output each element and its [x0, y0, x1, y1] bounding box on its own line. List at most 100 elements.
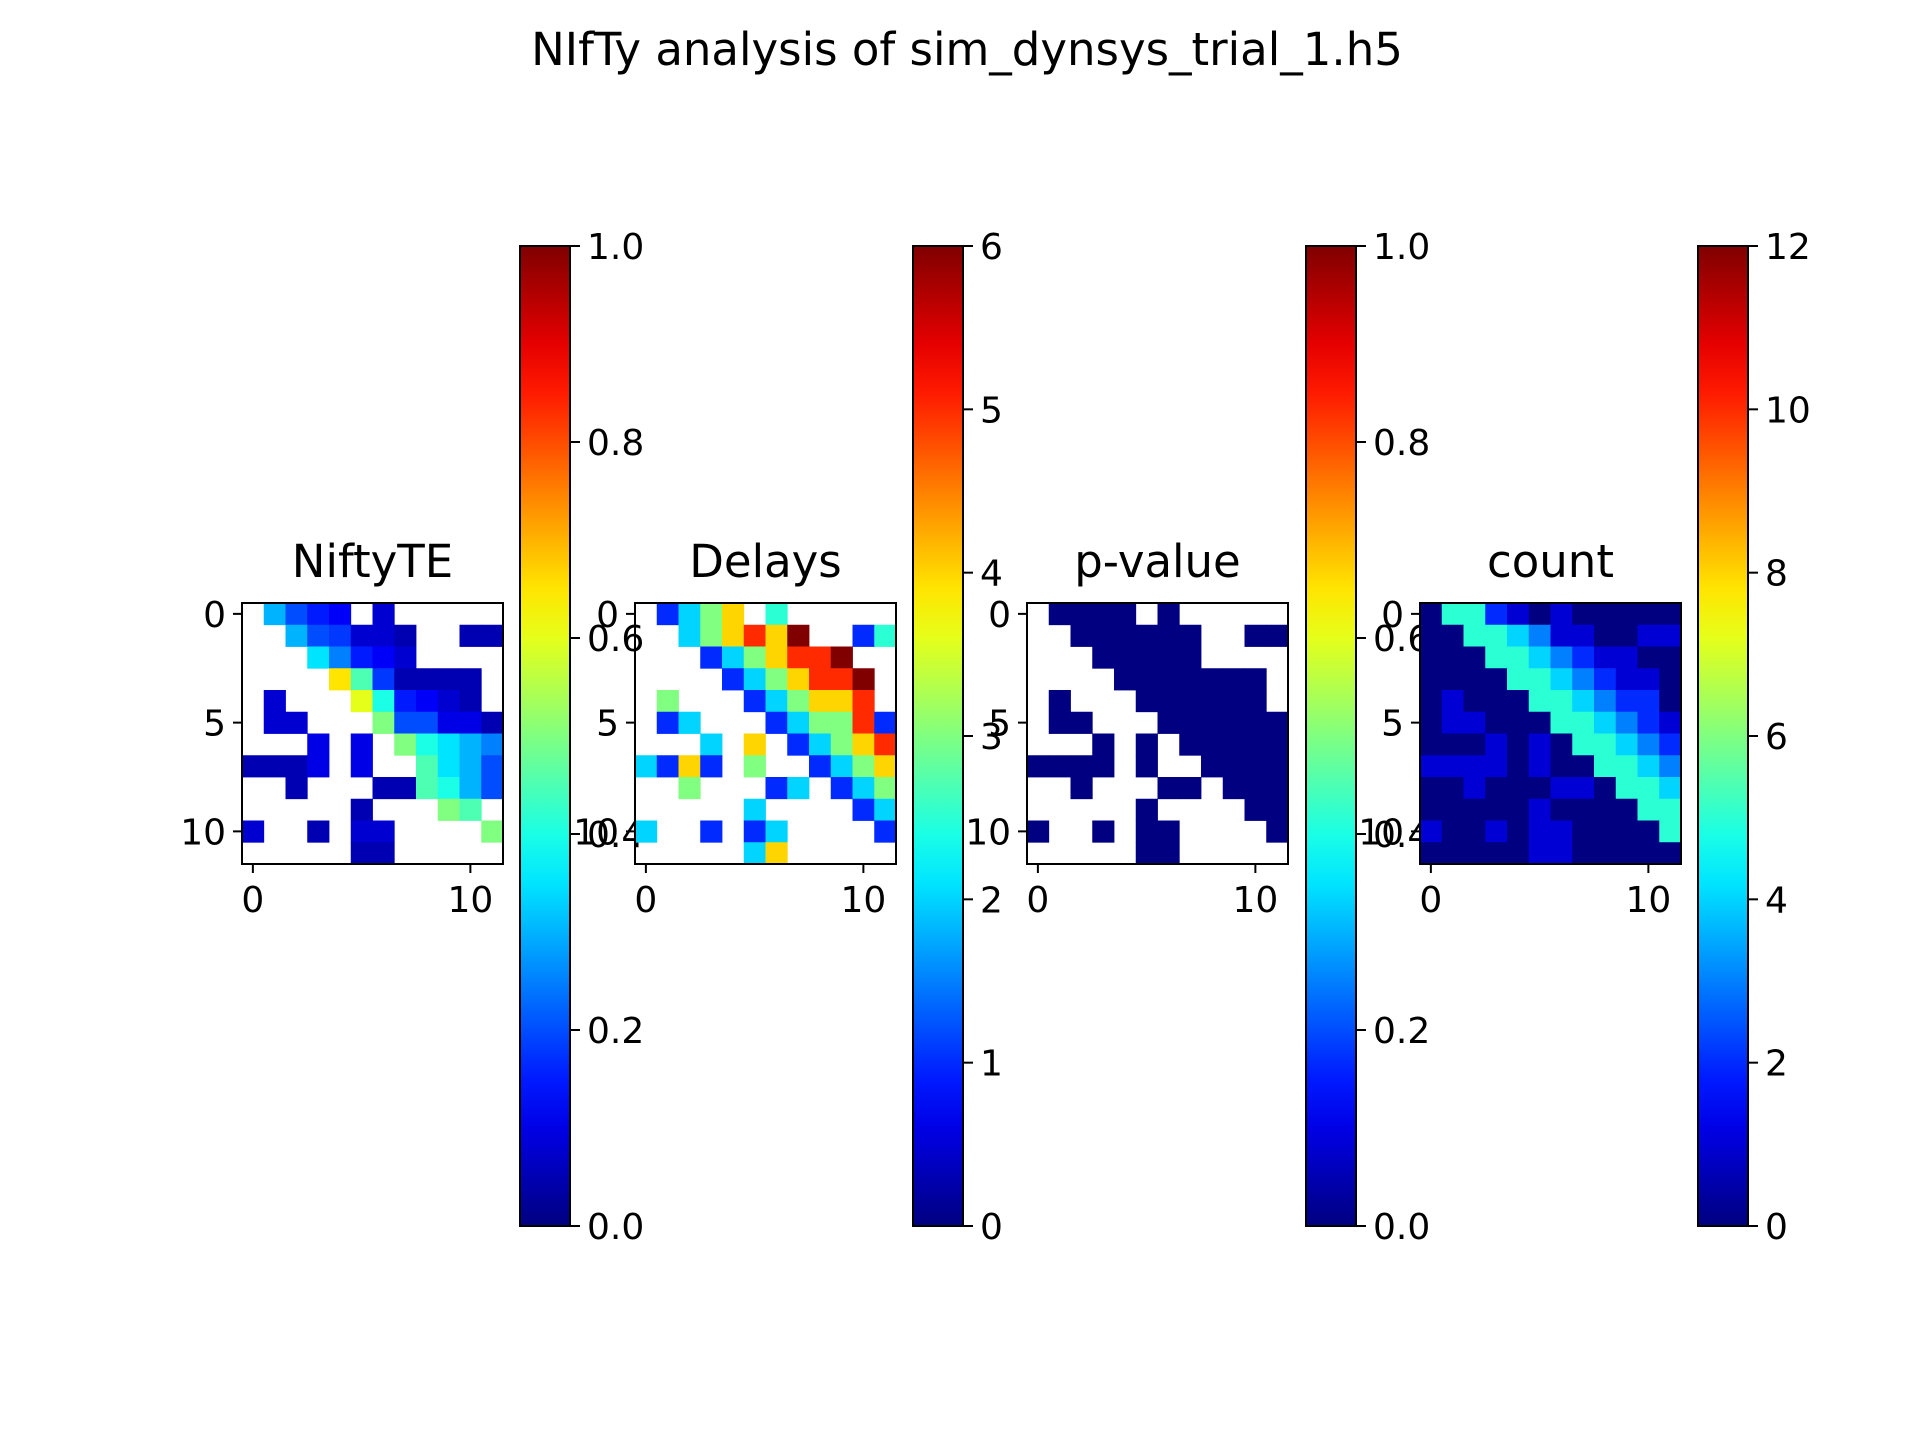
- panel-title: Delays: [689, 535, 842, 588]
- heatmap-cell: [459, 668, 482, 691]
- heatmap-cell: [1572, 603, 1595, 626]
- heatmap-cell: [1244, 711, 1267, 734]
- heatmap-cell: [1463, 711, 1486, 734]
- heatmap-cell: [1201, 733, 1224, 756]
- heatmap-cell: [1463, 820, 1486, 843]
- heatmap-cell: [1420, 820, 1443, 843]
- heatmap-cell: [656, 603, 679, 626]
- heatmap-cell: [1244, 690, 1267, 713]
- heatmap-cell: [852, 777, 875, 800]
- heatmap-cell: [1659, 668, 1682, 691]
- heatmap-cell: [1441, 711, 1464, 734]
- heatmap-cell: [787, 733, 810, 756]
- heatmap-cell: [1615, 668, 1638, 691]
- heatmap-cell: [830, 755, 853, 778]
- heatmap-cell: [1594, 690, 1617, 713]
- heatmap-cell: [437, 777, 460, 800]
- heatmap-cell: [307, 624, 330, 647]
- y-tick-label: 10: [180, 812, 226, 853]
- heatmap-cell: [1157, 820, 1180, 843]
- heatmap-cell: [1463, 690, 1486, 713]
- heatmap-cell: [1201, 711, 1224, 734]
- heatmap-cell: [1507, 646, 1530, 669]
- heatmap-cell: [285, 603, 308, 626]
- heatmap-cell: [700, 646, 723, 669]
- heatmap-cell: [1637, 733, 1660, 756]
- heatmap-cell: [1615, 624, 1638, 647]
- colorbar-tick-label: 0.0: [587, 1207, 644, 1248]
- heatmap-cell: [874, 755, 897, 778]
- heatmap-cell: [1594, 668, 1617, 691]
- heatmap-cell: [416, 733, 439, 756]
- heatmap-cell: [809, 733, 832, 756]
- heatmap-cell: [1659, 646, 1682, 669]
- heatmap-cell: [307, 755, 330, 778]
- heatmap-cell: [416, 711, 439, 734]
- heatmap-cell: [1485, 668, 1508, 691]
- heatmap-cell: [1659, 798, 1682, 821]
- heatmap-cell: [700, 820, 723, 843]
- heatmap-cell: [1441, 668, 1464, 691]
- heatmap-cell: [1572, 646, 1595, 669]
- heatmap-cell: [1615, 733, 1638, 756]
- heatmap-cell: [285, 777, 308, 800]
- x-tick-label: 0: [241, 880, 264, 921]
- heatmap-cell: [1463, 755, 1486, 778]
- x-tick-label: 10: [1625, 880, 1671, 921]
- heatmap-cell: [1441, 755, 1464, 778]
- heatmap-cell: [1420, 798, 1443, 821]
- heatmap-cell: [1507, 798, 1530, 821]
- heatmap-cell: [1179, 711, 1202, 734]
- heatmap-cell: [350, 820, 373, 843]
- heatmap-cell: [1528, 624, 1551, 647]
- y-tick-label: 5: [596, 704, 619, 745]
- heatmap-cell: [1507, 668, 1530, 691]
- heatmap-cell: [1092, 624, 1115, 647]
- heatmap-cell: [1637, 798, 1660, 821]
- heatmap-cell: [1528, 777, 1551, 800]
- heatmap-cell: [307, 646, 330, 669]
- heatmap-cell: [459, 777, 482, 800]
- heatmap-cell: [1550, 603, 1573, 626]
- heatmap-cell: [1528, 668, 1551, 691]
- heatmap-cell: [852, 733, 875, 756]
- heatmap-cell: [1637, 755, 1660, 778]
- heatmap-cell: [1615, 798, 1638, 821]
- heatmap-cell: [372, 777, 395, 800]
- heatmap-cell: [1637, 624, 1660, 647]
- heatmap-cell: [1441, 820, 1464, 843]
- heatmap-cell: [722, 646, 745, 669]
- heatmap-cell: [1092, 646, 1115, 669]
- heatmap-cell: [852, 798, 875, 821]
- heatmap-cell: [1266, 711, 1289, 734]
- heatmap-cell: [1135, 820, 1158, 843]
- heatmap-cell: [1420, 690, 1443, 713]
- heatmap-cell: [743, 755, 766, 778]
- heatmap-cell: [1179, 646, 1202, 669]
- heatmap-cell: [1441, 624, 1464, 647]
- x-tick-label: 0: [1026, 880, 1049, 921]
- heatmap-cell: [1157, 690, 1180, 713]
- heatmap-cell: [1463, 842, 1486, 865]
- heatmap-cell: [852, 711, 875, 734]
- heatmap-cell: [1485, 777, 1508, 800]
- figure-title: NIfTy analysis of sim_dynsys_trial_1.h5: [531, 23, 1403, 76]
- heatmap-cell: [350, 668, 373, 691]
- heatmap-cell: [1092, 603, 1115, 626]
- heatmap-cell: [1092, 820, 1115, 843]
- heatmap-cell: [394, 711, 417, 734]
- heatmap-cell: [700, 603, 723, 626]
- heatmap-cell: [1420, 646, 1443, 669]
- heatmap-cell: [1441, 690, 1464, 713]
- heatmap-cell: [1550, 646, 1573, 669]
- heatmap-cell: [394, 668, 417, 691]
- heatmap-cell: [372, 842, 395, 865]
- heatmap-cell: [437, 733, 460, 756]
- heatmap-cell: [1594, 646, 1617, 669]
- heatmap-cell: [437, 755, 460, 778]
- heatmap-cell: [1441, 777, 1464, 800]
- heatmap-cell: [372, 624, 395, 647]
- heatmap-cell: [242, 755, 265, 778]
- heatmap-cell: [830, 711, 853, 734]
